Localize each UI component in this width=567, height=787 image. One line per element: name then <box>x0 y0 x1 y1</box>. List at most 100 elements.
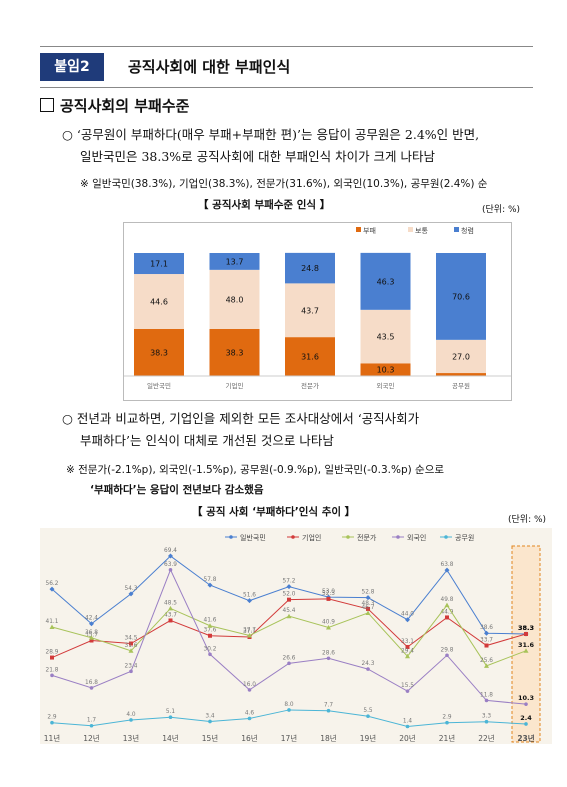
data-label-기업인: 43.7 <box>164 612 177 618</box>
series-line-외국인 <box>51 568 527 705</box>
data-label-기업인: 33.7 <box>480 638 493 644</box>
point-공무원 <box>326 708 331 713</box>
point-전문가 <box>523 648 529 653</box>
data-label-일반국민: 57.8 <box>204 577 217 583</box>
chart2-title: 【 공직 사회 ‘부패하다’인식 추이 】 <box>192 506 356 518</box>
data-label-일반국민: 54.3 <box>125 586 138 592</box>
data-label-공무원: 3.4 <box>205 713 215 719</box>
data-label-기업인: 38.3 <box>518 624 534 632</box>
point-외국인 <box>287 661 291 666</box>
data-label-기업인: 52.3 <box>322 591 335 597</box>
bar-value-label: 38.3 <box>150 348 168 357</box>
point-공무원 <box>129 718 133 722</box>
data-label-일반국민: 69.4 <box>164 548 177 554</box>
data-label-기업인: 48.3 <box>362 601 375 607</box>
data-label-공무원: 2.9 <box>47 715 57 721</box>
point-일반국민 <box>247 598 252 604</box>
point-외국인 <box>50 673 54 678</box>
legend-marker-공무원 <box>444 535 448 539</box>
point-공무원 <box>208 719 212 724</box>
point-공무원 <box>50 720 54 725</box>
legend-marker-기업인 <box>291 535 295 539</box>
data-label-공무원: 2.9 <box>442 715 452 721</box>
data-label-외국인: 11.8 <box>480 692 493 698</box>
point-일반국민 <box>286 584 292 590</box>
bar-segment-전문가-부패 <box>285 337 335 376</box>
bar-segment-전문가-보통 <box>285 283 335 338</box>
x-tick-label: 23년 <box>517 733 534 743</box>
x-tick-label: 18년 <box>320 733 337 743</box>
data-label-전문가: 37.7 <box>243 627 256 633</box>
bar-value-label: 24.8 <box>301 264 319 273</box>
point-일반국민 <box>89 621 94 627</box>
point-외국인 <box>405 689 410 693</box>
stacked-bar-chart: 부패 보통 청렴 38.3 44.6 17.1 일반국민 38.3 48.0 13.7 기업인 31.… <box>124 226 511 390</box>
legend-label-외국인: 외국인 <box>407 533 426 542</box>
bar-value-label: 44.6 <box>150 297 168 306</box>
point-전문가 <box>405 653 410 659</box>
x-tick-label: 19년 <box>360 733 377 743</box>
point-외국인 <box>524 702 528 706</box>
data-label-외국인: 28.6 <box>322 650 335 656</box>
data-label-기업인: 52.0 <box>283 592 296 598</box>
point-외국인 <box>129 669 133 674</box>
annex-header: 붙임2 공직사회에 대한 부패인식 <box>40 46 533 88</box>
data-label-기업인: 37.6 <box>204 628 217 634</box>
data-label-전문가: 31.6 <box>518 641 535 649</box>
data-label-외국인: 23.4 <box>125 663 138 669</box>
data-label-전문가: 48.5 <box>164 600 177 606</box>
data-label-기업인: 37.1 <box>243 629 256 635</box>
note-2-line-2: ‘부패하다’는 응답이 전년보다 감소했음 <box>90 484 264 496</box>
point-외국인 <box>89 686 94 690</box>
x-tick-label: 13년 <box>123 733 140 743</box>
point-외국인 <box>326 656 331 661</box>
data-label-공무원: 5.5 <box>363 708 373 714</box>
point-공무원 <box>484 719 489 724</box>
point-전문가 <box>168 605 173 611</box>
legend-swatch-2 <box>454 227 459 232</box>
point-일반국민 <box>444 567 450 573</box>
data-label-외국인: 30.2 <box>204 646 217 652</box>
bar-segment-일반국민-보통 <box>134 274 184 329</box>
point-공무원 <box>524 722 528 726</box>
note-2-line-1: ※ 전문가(-2.1%p), 외국인(-1.5%p), 공무원(-0.9.%p)… <box>66 464 445 476</box>
bar-value-label: 10.3 <box>377 366 395 375</box>
bar-segment-외국인-부패 <box>360 363 411 376</box>
legend-label-기업인: 기업인 <box>302 533 321 542</box>
bar-value-label: 27.0 <box>452 352 470 361</box>
x-tick-label: 12년 <box>83 733 100 743</box>
point-전문가 <box>207 623 213 628</box>
point-공무원 <box>168 715 173 720</box>
annex-title: 공직사회에 대한 부패인식 <box>128 58 291 76</box>
point-기업인 <box>208 633 212 638</box>
data-label-전문가: 31.6 <box>125 643 138 649</box>
bar-segment-일반국민-부패 <box>134 328 184 376</box>
bar-value-label: 46.3 <box>377 277 395 286</box>
data-label-공무원: 4.0 <box>126 712 136 718</box>
point-일반국민 <box>207 582 213 588</box>
data-label-공무원: 1.4 <box>403 718 413 724</box>
section-heading: 공직사회의 부패수준 <box>40 95 189 116</box>
point-기업인 <box>89 638 94 643</box>
point-외국인 <box>168 568 173 572</box>
data-label-공무원: 7.7 <box>324 703 334 709</box>
data-label-전문가: 36.8 <box>85 630 98 636</box>
category-label: 기업인 <box>226 381 244 390</box>
legend-label-공무원: 공무원 <box>455 533 474 542</box>
section-title: 공직사회의 부패수준 <box>60 97 190 115</box>
point-전문가 <box>444 602 450 608</box>
data-label-기업인: 28.9 <box>46 650 59 656</box>
point-공무원 <box>287 708 291 712</box>
data-label-외국인: 29.8 <box>441 647 454 653</box>
data-label-전문가: 25.6 <box>480 658 493 664</box>
legend-label-0: 부패 <box>363 226 376 235</box>
data-label-외국인: 24.3 <box>362 661 375 667</box>
data-label-전문가: 29.4 <box>401 648 414 654</box>
chart2-panel: 일반국민 기업인 전문가 외국인 공무원 56.2 42.4 54.3 69.4 57.8 51.6… <box>40 528 552 744</box>
data-label-일반국민: 38.3 <box>518 624 534 632</box>
bar-value-label: 31.6 <box>301 353 319 362</box>
legend-marker-일반국민 <box>229 535 233 539</box>
data-label-전문가: 41.1 <box>46 619 59 625</box>
bar-segment-전문가-청렴 <box>285 252 335 284</box>
data-label-공무원: 2.4 <box>520 714 532 722</box>
